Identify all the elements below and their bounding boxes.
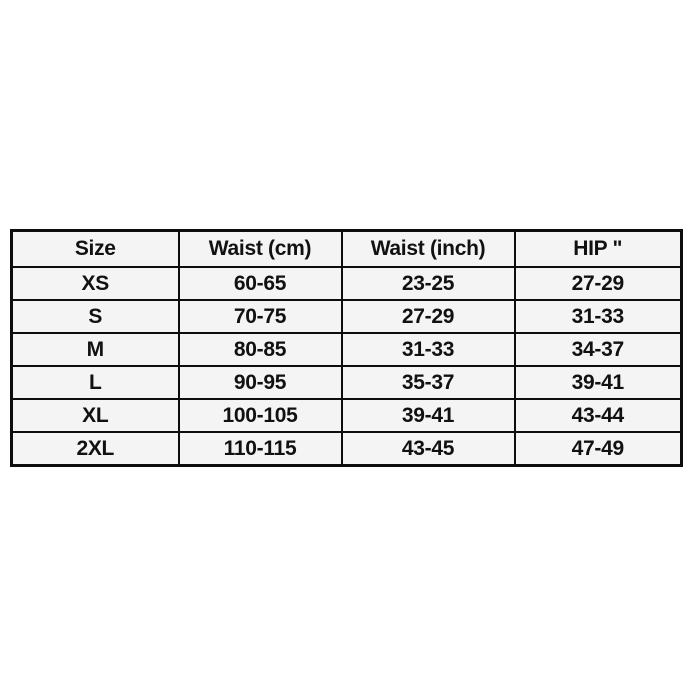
table-row-xs: XS 60-65 23-25 27-29: [10, 266, 683, 301]
table-row-m: M 80-85 31-33 34-37: [10, 332, 683, 367]
cell-size: XS: [10, 266, 180, 301]
cell-waist-inch: 39-41: [340, 398, 516, 433]
header-cell-size: Size: [10, 229, 180, 268]
cell-waist-inch: 23-25: [340, 266, 516, 301]
cell-size: M: [10, 332, 180, 367]
size-chart-table: Size Waist (cm) Waist (inch) HIP " XS 60…: [10, 229, 683, 467]
cell-size: XL: [10, 398, 180, 433]
cell-waist-cm: 110-115: [177, 431, 343, 467]
header-cell-waist-inch: Waist (inch): [340, 229, 516, 268]
cell-hip: 43-44: [513, 398, 683, 433]
cell-waist-cm: 80-85: [177, 332, 343, 367]
cell-hip: 27-29: [513, 266, 683, 301]
cell-size: L: [10, 365, 180, 400]
cell-waist-cm: 70-75: [177, 299, 343, 334]
cell-waist-inch: 43-45: [340, 431, 516, 467]
cell-waist-inch: 31-33: [340, 332, 516, 367]
cell-hip: 47-49: [513, 431, 683, 467]
cell-hip: 39-41: [513, 365, 683, 400]
cell-size: 2XL: [10, 431, 180, 467]
table-body: XS 60-65 23-25 27-29 S 70-75 27-29 31-33…: [10, 266, 683, 467]
table-row-s: S 70-75 27-29 31-33: [10, 299, 683, 334]
header-cell-hip: HIP ": [513, 229, 683, 268]
cell-hip: 34-37: [513, 332, 683, 367]
cell-waist-cm: 60-65: [177, 266, 343, 301]
table-row-l: L 90-95 35-37 39-41: [10, 365, 683, 400]
table-row-2xl: 2XL 110-115 43-45 47-49: [10, 431, 683, 467]
size-chart-container: Size Waist (cm) Waist (inch) HIP " XS 60…: [10, 229, 683, 467]
cell-hip: 31-33: [513, 299, 683, 334]
header-row: Size Waist (cm) Waist (inch) HIP ": [10, 229, 683, 268]
cell-size: S: [10, 299, 180, 334]
cell-waist-inch: 27-29: [340, 299, 516, 334]
table-row-xl: XL 100-105 39-41 43-44: [10, 398, 683, 433]
table-header: Size Waist (cm) Waist (inch) HIP ": [10, 229, 683, 268]
cell-waist-inch: 35-37: [340, 365, 516, 400]
cell-waist-cm: 100-105: [177, 398, 343, 433]
header-cell-waist-cm: Waist (cm): [177, 229, 343, 268]
cell-waist-cm: 90-95: [177, 365, 343, 400]
